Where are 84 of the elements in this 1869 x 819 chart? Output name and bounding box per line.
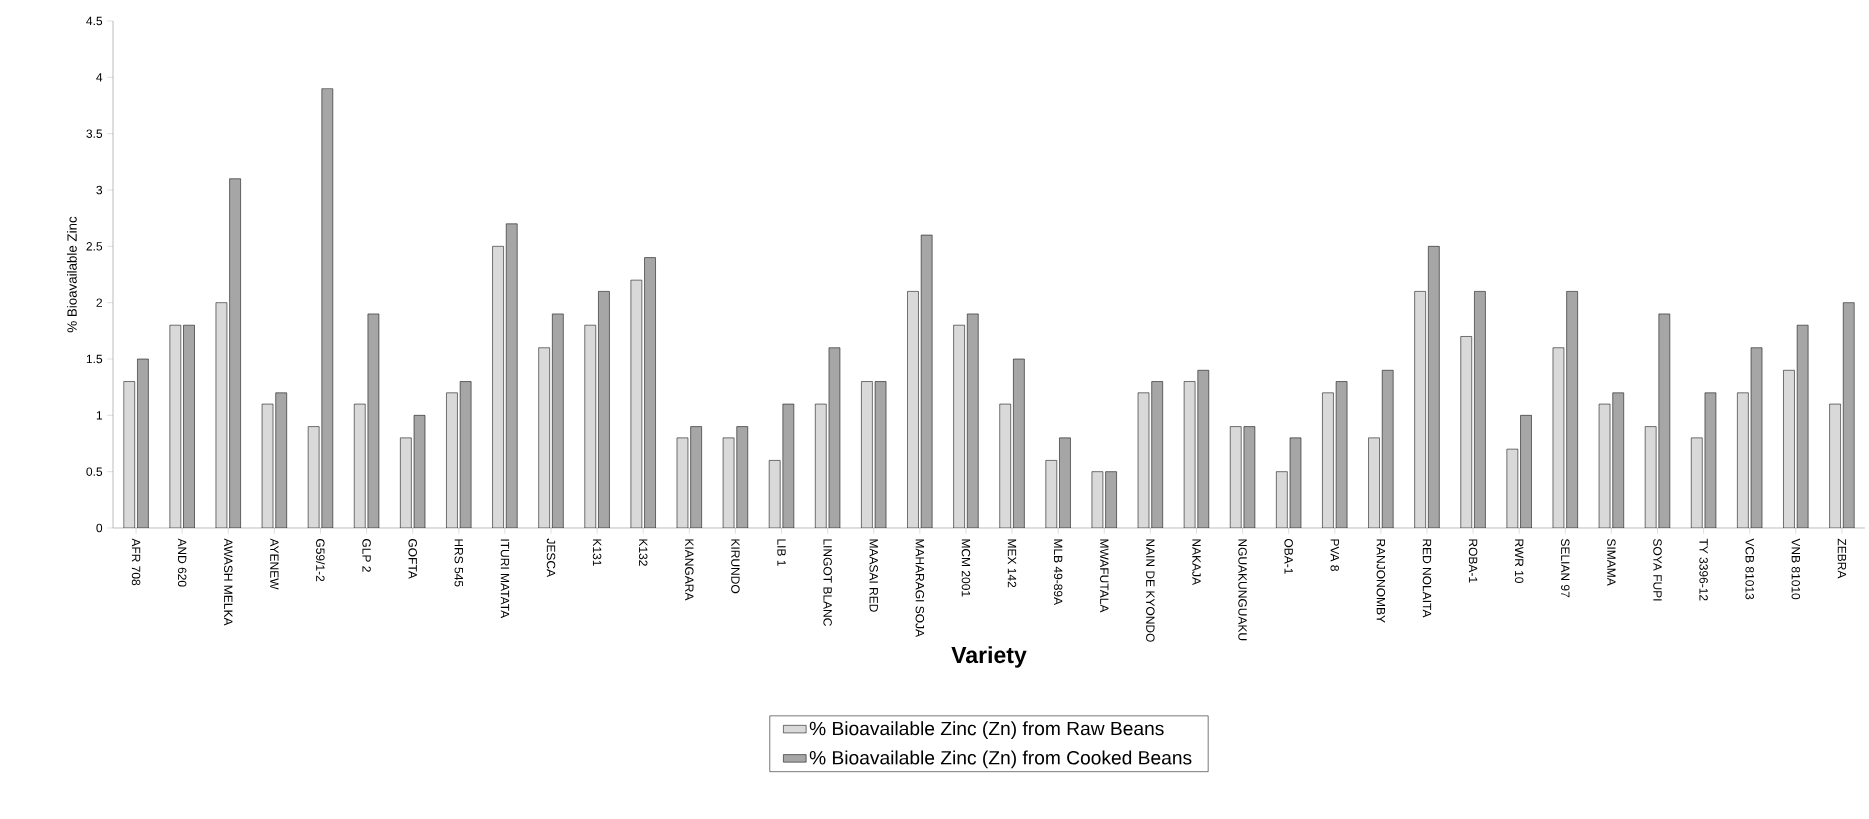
bar <box>1229 426 1242 528</box>
x-tick-label: MEX 142 <box>1007 539 1017 588</box>
x-tick-label: JESCA <box>546 538 556 578</box>
x-tick-label: ROBA-1 <box>1468 539 1478 583</box>
y-tick-label: 0.5 <box>86 467 103 476</box>
x-tick-label: SIMAMA <box>1607 538 1616 586</box>
bar <box>1460 336 1473 528</box>
bar <box>1644 426 1657 528</box>
x-tick-label: MLB 49-89A <box>1053 539 1063 606</box>
x-tick-label: GOFTA <box>408 539 417 579</box>
x-tick-label: SELIAN 97 <box>1561 538 1570 598</box>
bar <box>183 324 195 528</box>
y-tick-label: 3 <box>96 185 103 195</box>
bar <box>1414 291 1426 528</box>
x-tick-label: AFR 708 <box>131 538 141 586</box>
bar <box>137 358 149 528</box>
bar <box>1059 437 1071 528</box>
bar <box>123 381 135 528</box>
bar <box>169 324 182 528</box>
x-tick-label: VNB 81010 <box>1791 538 1801 600</box>
bar <box>1428 246 1440 528</box>
x-tick-label: AWASH MELKA <box>224 538 233 626</box>
y-tick-label: 1 <box>96 411 103 420</box>
x-tick-label: SOYA FUPI <box>1653 538 1662 601</box>
bar <box>967 313 979 528</box>
bar <box>538 347 550 528</box>
bar <box>492 246 504 528</box>
x-tick-label: NGUAKUNGUAKU <box>1238 539 1247 641</box>
bar <box>1474 291 1486 528</box>
bar <box>815 403 827 528</box>
x-tick-label: RWR 10 <box>1514 539 1524 584</box>
x-tick-label: HRS 545 <box>454 539 464 587</box>
x-tick-label: MAHARAGI SOJA <box>915 539 925 638</box>
x-tick-label: OBA-1 <box>1284 538 1293 574</box>
bar <box>1842 302 1855 528</box>
bar <box>953 324 965 528</box>
bar <box>598 291 610 528</box>
bar <box>1829 403 1841 528</box>
bar <box>1322 392 1334 528</box>
bar <box>907 291 919 528</box>
x-tick-label: K132 <box>638 539 648 566</box>
x-tick-label: AYENEW <box>270 538 279 590</box>
x-tick-label: NAIN DE KYONDO <box>1146 539 1155 642</box>
x-tick-label: MWAFUTALA <box>1100 539 1109 613</box>
y-axis-title: % Bioavailable Zinc <box>66 216 77 333</box>
y-tick-label: 3.5 <box>86 129 103 138</box>
x-tick-label: NAKAJA <box>1192 539 1201 586</box>
x-tick-label: K131 <box>592 539 602 566</box>
x-tick-label: GLP 2 <box>362 539 371 572</box>
x-tick-label: KIRUNDO <box>731 539 740 594</box>
bar <box>861 381 873 528</box>
x-tick-label: ZEBRA <box>1837 538 1847 579</box>
y-tick-label: 4 <box>96 73 103 82</box>
y-tick-label: 1.5 <box>86 354 103 364</box>
x-tick-label: RED NOLAITA <box>1422 539 1432 618</box>
y-tick-label: 2 <box>96 298 102 307</box>
x-tick-label: RANJONOMBY <box>1376 539 1386 623</box>
bar <box>505 223 518 528</box>
x-tick-label: MCM 2001 <box>961 539 971 597</box>
x-tick-label: MAASAI RED <box>869 539 878 612</box>
x-tick-label: AND 620 <box>177 538 187 587</box>
x-tick-label: ITURI MATATA <box>500 539 510 619</box>
x-tick-label: KIANGARA <box>685 539 694 601</box>
x-axis-title: Variety <box>951 646 1027 668</box>
x-tick-label: G59/1-2 <box>316 539 325 582</box>
bar <box>920 234 933 528</box>
x-tick-label: LIB 1 <box>777 539 786 566</box>
bar <box>552 313 564 528</box>
bar <box>1737 392 1749 528</box>
x-tick-label: VCB 81013 <box>1745 538 1754 600</box>
x-tick-label: LINGOT BLANC <box>823 539 832 626</box>
bar <box>1013 358 1025 528</box>
bar <box>584 324 597 528</box>
bar <box>1381 370 1394 528</box>
x-tick-label: PVA 8 <box>1330 539 1340 571</box>
y-tick-label: 0 <box>96 523 103 533</box>
bar <box>1783 370 1795 528</box>
legend-label: % Bioavailable Zinc (Zn) from Raw Beans <box>809 721 1164 740</box>
y-tick-label: 2.5 <box>86 242 103 251</box>
y-tick-label: 4.5 <box>86 16 103 26</box>
x-tick-label: TY 3396-12 <box>1699 538 1708 601</box>
legend-label: % Bioavailable Zinc (Zn) from Cooked Beans <box>809 750 1192 769</box>
bar <box>999 403 1011 528</box>
bar <box>446 392 458 528</box>
